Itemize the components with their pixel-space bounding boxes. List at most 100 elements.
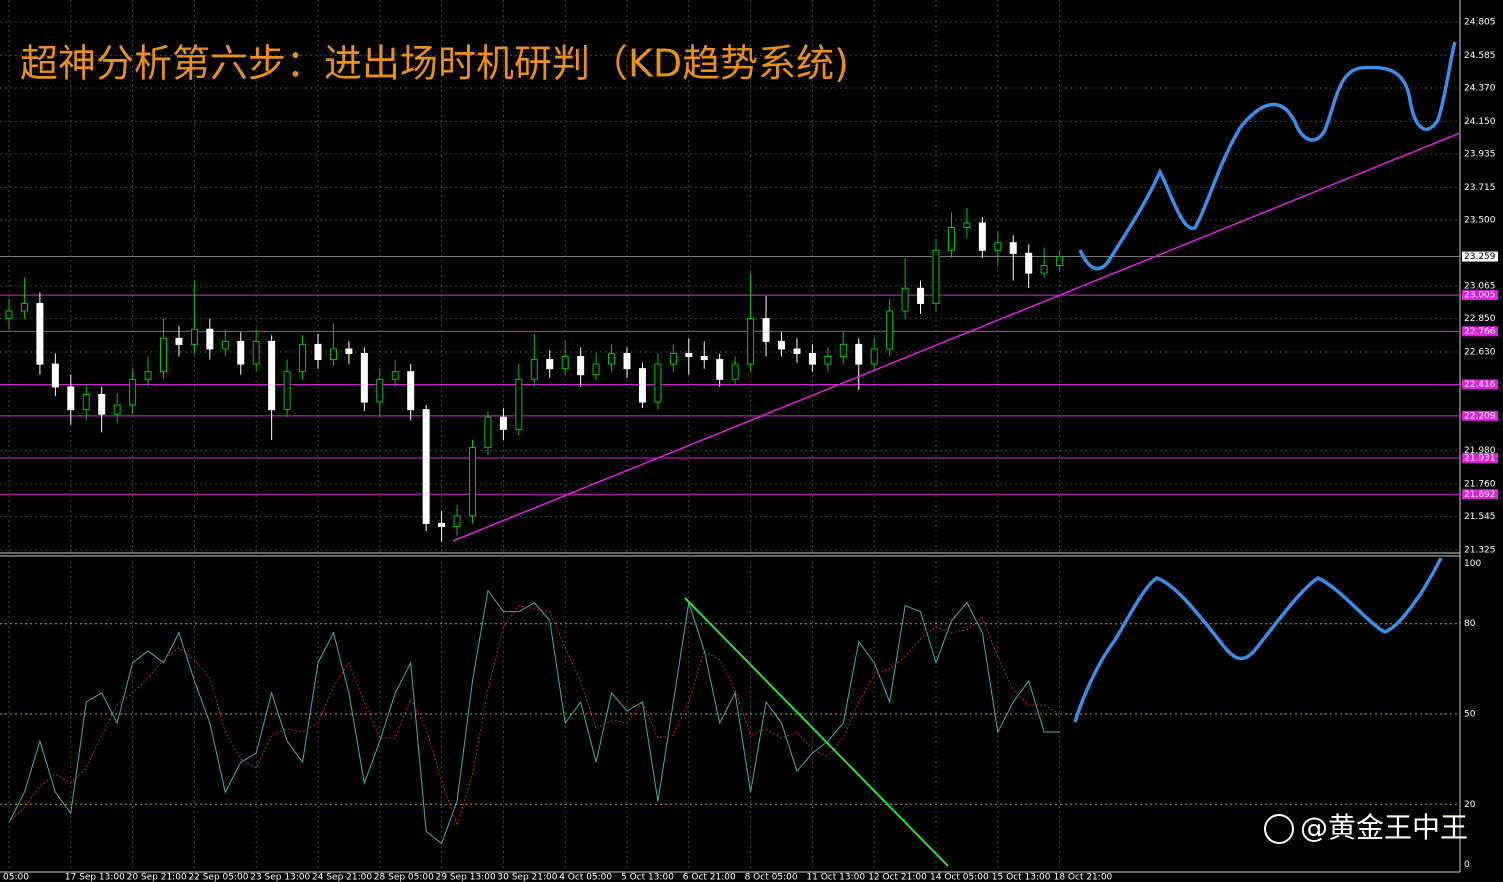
x-tick-label: 28 Sep 05:00 <box>374 873 434 882</box>
marks <box>0 0 1460 872</box>
level-label-box <box>1462 326 1498 337</box>
x-tick-label: 22 Sep 05:00 <box>188 873 248 882</box>
candle-body <box>422 409 430 524</box>
kd-line <box>8 589 1060 845</box>
y-tick-label: 23.500 <box>1464 215 1496 225</box>
candle-body <box>623 352 631 370</box>
y-tick-label: 22.630 <box>1464 347 1496 357</box>
candle-body <box>824 356 832 365</box>
level-label: 22.416 <box>1464 380 1496 390</box>
candle-body <box>82 393 90 411</box>
candle-body <box>592 363 600 376</box>
candle-body <box>716 359 724 380</box>
y-tick-label: 21.325 <box>1464 545 1496 555</box>
current-price-box <box>1462 251 1498 262</box>
y-tick-label: 24.585 <box>1464 51 1496 61</box>
candle-body <box>654 363 662 403</box>
candle-body <box>870 348 878 365</box>
y-tick-label: 20 <box>1464 800 1476 810</box>
level-label-box <box>1462 290 1498 301</box>
candle-body <box>685 352 693 358</box>
candle-body <box>299 343 307 373</box>
candle-body <box>1040 265 1048 274</box>
candle-body <box>855 343 863 365</box>
y-tick-label: 24.370 <box>1464 83 1496 93</box>
candle-body <box>901 287 909 312</box>
x-tick-label: 12 Oct 21:00 <box>868 873 927 882</box>
x-tick-label: 18 Oct 21:00 <box>1054 873 1113 882</box>
level-label-box <box>1462 453 1498 464</box>
level-label-box <box>1462 379 1498 390</box>
y-tick-label: 23.715 <box>1464 183 1496 193</box>
candle-body <box>252 340 260 365</box>
x-tick-label: 11 Oct 13:00 <box>806 873 865 882</box>
candle-body <box>407 371 415 411</box>
y-tick-label: 21.980 <box>1464 446 1496 456</box>
x-tick-label: 30 Sep 21:00 <box>497 873 557 882</box>
x-tick-label: 8 Oct 05:00 <box>745 873 798 882</box>
y-tick-label: 24.805 <box>1464 17 1496 27</box>
x-tick-label: 14 Oct 05:00 <box>930 873 989 882</box>
level-label-box <box>1462 489 1498 500</box>
x-tick-label: 20 Sep 21:00 <box>127 873 187 882</box>
x-tick-label: 05:00 <box>3 873 29 882</box>
watermark-icon <box>1264 814 1294 844</box>
projection-curve <box>1078 41 1457 271</box>
candle-body <box>994 242 1002 251</box>
candle-body <box>469 447 476 517</box>
watermark: @黄金王中王 <box>1300 811 1468 844</box>
candle-body <box>515 378 523 430</box>
candle-body <box>67 386 75 411</box>
kd-trend-line <box>684 597 949 867</box>
candle-body <box>917 287 925 304</box>
candle-body <box>669 352 677 365</box>
level-label: 21.692 <box>1464 490 1496 500</box>
candle-body <box>978 222 986 251</box>
candle-body <box>98 393 106 415</box>
candle-body <box>438 522 446 527</box>
candle-body <box>5 310 13 320</box>
y-tick-label: 23.065 <box>1464 281 1496 291</box>
x-tick-label: 24 Sep 21:00 <box>312 873 372 882</box>
y-tick-label: 24.150 <box>1464 117 1496 127</box>
candle-body <box>391 371 399 380</box>
candle-body <box>947 227 955 251</box>
candle-body <box>329 348 337 361</box>
level-label: 21.931 <box>1464 454 1496 464</box>
candle-body <box>283 371 291 411</box>
candle-body <box>237 340 245 365</box>
x-tick-label: 5 Oct 13:00 <box>621 873 674 882</box>
candle-body <box>36 302 44 365</box>
candle-body <box>546 359 554 370</box>
candle-body <box>886 310 894 350</box>
candle-body <box>747 318 755 365</box>
candle-body <box>160 337 167 373</box>
candle-body <box>793 348 801 354</box>
candle-body <box>484 416 492 449</box>
candle-body <box>530 359 538 380</box>
candle-body <box>51 363 59 388</box>
candle-body <box>808 352 816 365</box>
candle-body <box>129 378 137 406</box>
y-tick-label: 22.850 <box>1464 314 1496 324</box>
candle-body <box>376 378 384 403</box>
x-tick-label: 29 Sep 13:00 <box>436 873 496 882</box>
candle-body <box>608 352 616 365</box>
level-label: 22.209 <box>1464 411 1496 421</box>
x-tick-label: 4 Oct 05:00 <box>559 873 612 882</box>
candle-body <box>1025 252 1033 274</box>
candle-body <box>731 363 739 380</box>
candle-body <box>206 328 214 350</box>
candle-body <box>314 343 322 361</box>
candle-body <box>190 328 198 345</box>
y-tick-label: 50 <box>1464 710 1476 720</box>
candle-body <box>839 343 847 358</box>
level-label-box <box>1462 410 1498 421</box>
candle-body <box>700 356 708 361</box>
x-tick-label: 6 Oct 21:00 <box>683 873 736 882</box>
level-label: 23.005 <box>1464 291 1496 301</box>
projection-curve <box>1073 557 1443 723</box>
y-tick-label: 0 <box>1464 860 1470 870</box>
